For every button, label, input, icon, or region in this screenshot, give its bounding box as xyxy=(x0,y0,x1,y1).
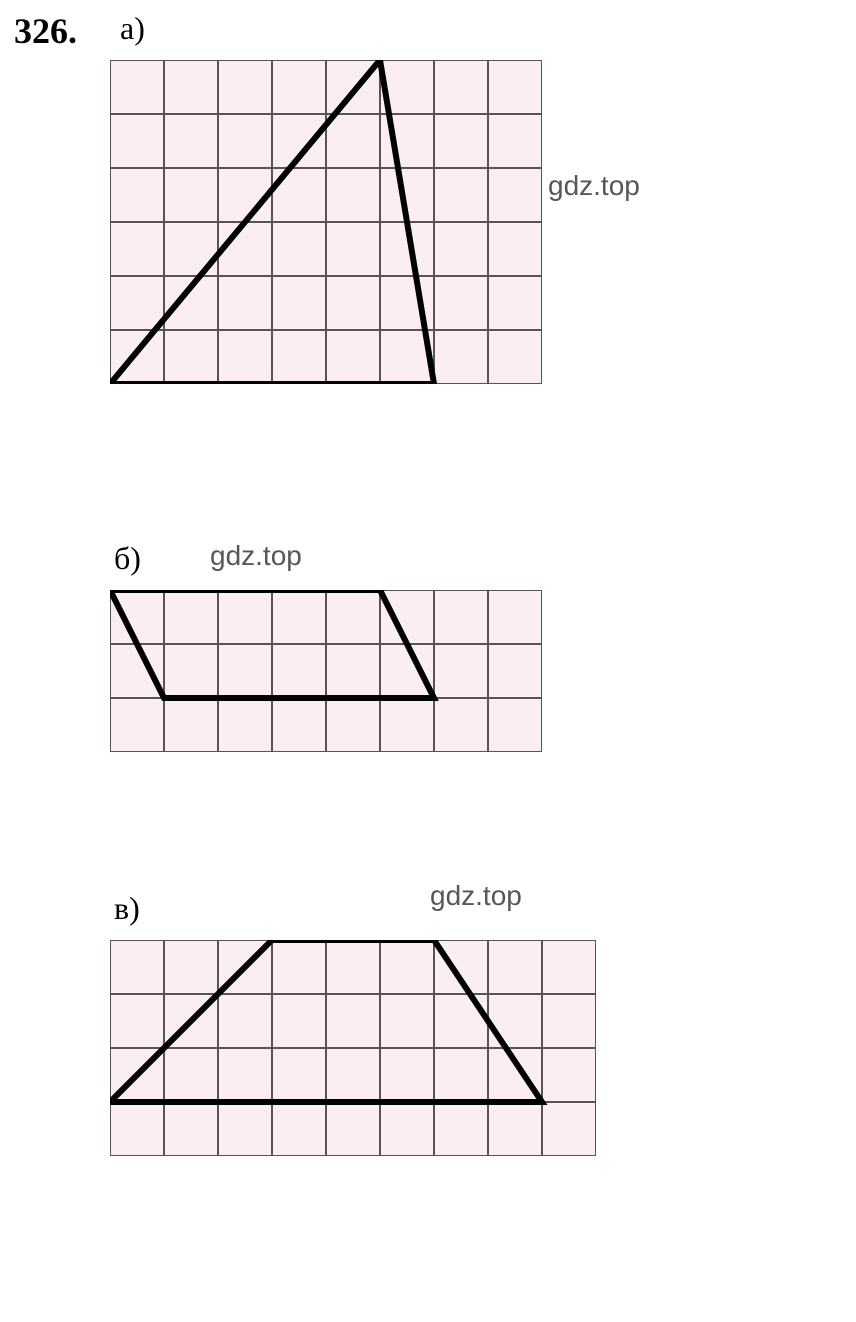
grid-c xyxy=(110,940,596,1156)
part-c-label: в) xyxy=(114,890,140,927)
grid-a xyxy=(110,60,542,384)
watermark-b: gdz.top xyxy=(210,540,302,572)
watermark-c: gdz.top xyxy=(430,880,522,912)
part-a-label: а) xyxy=(120,10,145,47)
watermark-a: gdz.top xyxy=(548,170,640,202)
part-b-label: б) xyxy=(114,540,141,577)
grid-b xyxy=(110,590,542,752)
problem-number: 326. xyxy=(14,10,77,52)
